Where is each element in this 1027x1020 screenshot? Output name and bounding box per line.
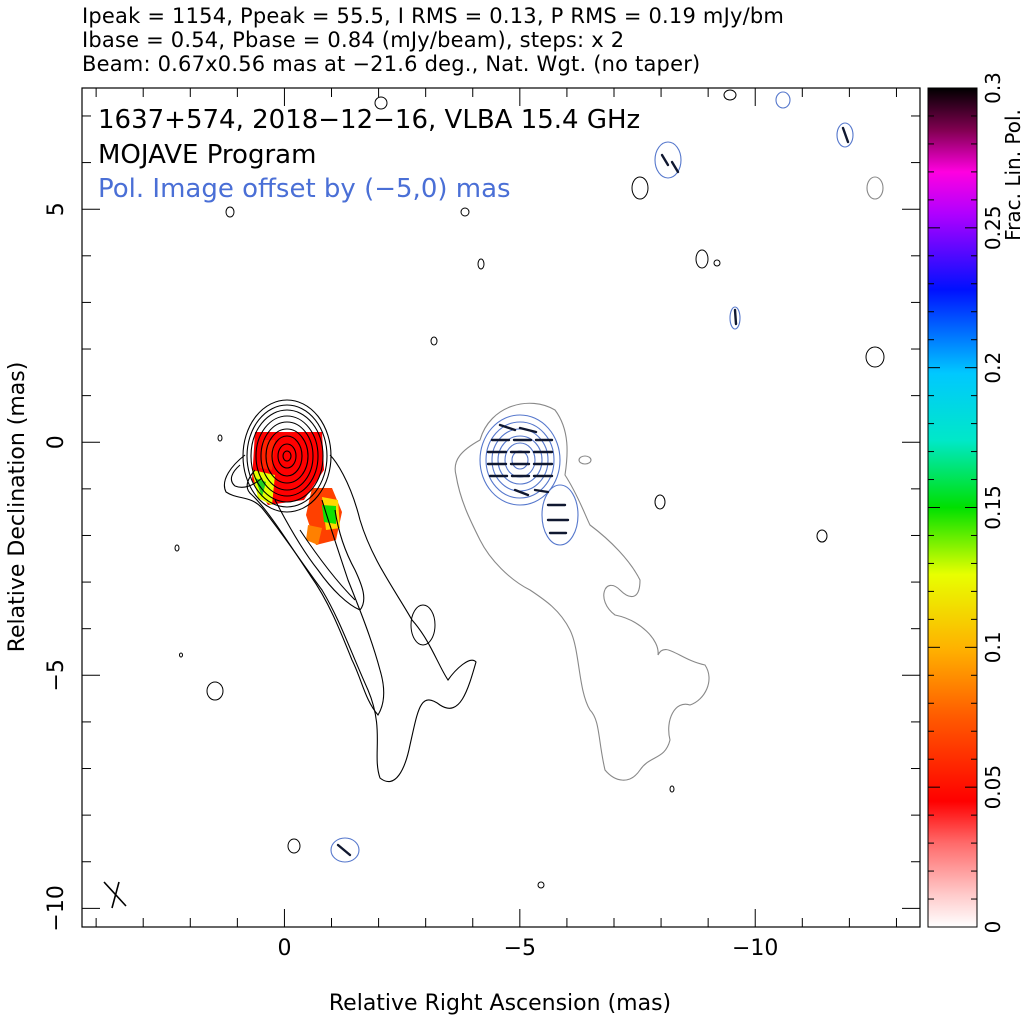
colorbar-tick-labels: 0 0.05 0.1 0.15 0.2 0.25 0.3	[981, 72, 1005, 933]
y-tick-label: −5	[44, 659, 69, 691]
x-axis-label: Relative Right Ascension (mas)	[329, 991, 671, 1016]
colorbar-tick-label: 0.3	[981, 72, 1005, 104]
x-tick-label: −10	[732, 936, 778, 961]
colorbar-tick-label: 0.05	[981, 765, 1005, 810]
plot-area	[103, 89, 885, 909]
beam-marker	[103, 881, 127, 909]
colorbar-tick-label: 0	[981, 921, 1005, 934]
axis-ticks	[82, 88, 920, 927]
source-label: 1637+574, 2018−12−16, VLBA 15.4 GHz	[98, 105, 640, 135]
y-tick-labels: 5 0 −5 −10	[44, 202, 69, 931]
header-line-1: Ipeak = 1154, Ppeak = 55.5, I RMS = 0.13…	[82, 4, 785, 28]
colorbar-tick-label: 0.1	[981, 631, 1005, 663]
x-tick-labels: 0 −5 −10	[277, 936, 778, 961]
colorbar-ticks	[928, 87, 977, 928]
offset-stokes-i-contour	[454, 176, 884, 781]
x-tick-label: −5	[504, 936, 536, 961]
noise-contours	[174, 89, 885, 889]
program-label: MOJAVE Program	[98, 140, 316, 170]
y-axis-label: Relative Declination (mas)	[5, 362, 30, 653]
colorbar-tick-label: 0.25	[981, 206, 1005, 251]
fractional-polarization-map	[252, 432, 342, 545]
colorbar-tick-label: 0.2	[981, 352, 1005, 384]
evpa-sticks	[336, 126, 850, 857]
x-tick-label: 0	[277, 936, 291, 961]
stokes-i-contours	[224, 399, 477, 783]
y-tick-label: 0	[44, 435, 69, 449]
header-line-2: Ibase = 0.54, Pbase = 0.84 (mJy/beam), s…	[82, 28, 625, 52]
y-tick-label: −10	[44, 885, 69, 931]
offset-label: Pol. Image offset by (−5,0) mas	[98, 174, 511, 204]
colorbar-tick-label: 0.15	[981, 485, 1005, 530]
colorbar-label: Frac. Lin. Pol.	[1001, 109, 1025, 241]
y-tick-label: 5	[44, 202, 69, 216]
plot-frame	[81, 87, 921, 928]
header-line-3: Beam: 0.67x0.56 mas at −21.6 deg., Nat. …	[82, 52, 701, 76]
